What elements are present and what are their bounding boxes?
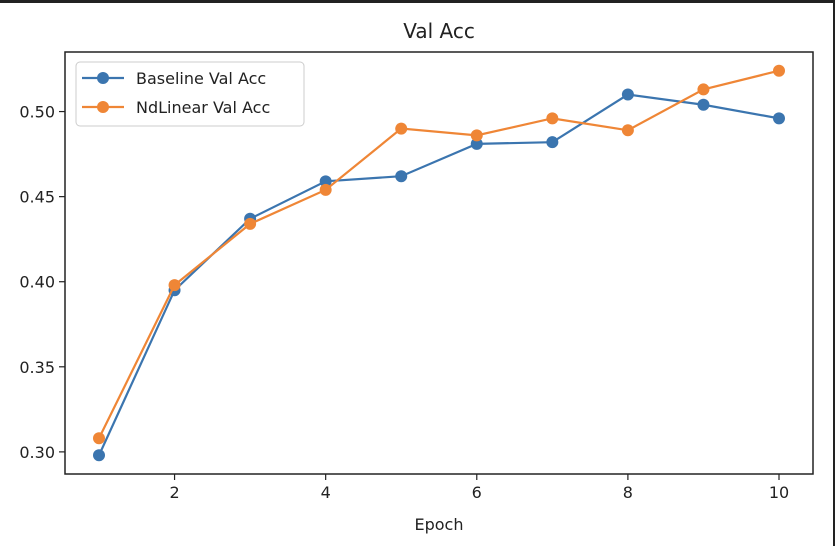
- data-point: [244, 217, 257, 230]
- data-point: [319, 183, 332, 196]
- data-point: [621, 88, 634, 101]
- data-point: [621, 124, 634, 137]
- y-tick-label: 0.30: [19, 443, 55, 462]
- x-tick-label: 2: [169, 483, 179, 502]
- series-baseline: [93, 88, 785, 462]
- series-line: [97, 93, 780, 456]
- data-point: [93, 432, 105, 445]
- x-axis-label: Epoch: [415, 515, 464, 534]
- series-ndlinear: [93, 64, 785, 445]
- legend-marker-ndlinear: [97, 101, 109, 113]
- x-tick-label: 4: [321, 483, 331, 502]
- data-point: [546, 136, 559, 149]
- x-tick-label: 8: [623, 483, 633, 502]
- y-tick-label: 0.45: [19, 188, 55, 207]
- data-point: [546, 112, 559, 125]
- x-tick-label: 10: [769, 483, 789, 502]
- plot-area-frame: [64, 51, 814, 475]
- x-tick-label: 6: [472, 483, 482, 502]
- data-point: [395, 170, 408, 183]
- legend-marker-baseline: [97, 72, 109, 84]
- data-point: [697, 98, 710, 111]
- data-point: [168, 279, 181, 292]
- data-point: [93, 449, 105, 462]
- series-line: [98, 69, 780, 439]
- data-point: [697, 83, 710, 96]
- legend-label-ndlinear: NdLinear Val Acc: [136, 98, 270, 117]
- legend-box: [75, 61, 305, 127]
- y-tick-label: 0.35: [19, 358, 55, 377]
- legend: Baseline Val Acc NdLinear Val Acc: [75, 61, 305, 127]
- data-point: [395, 122, 408, 135]
- y-tick-label: 0.50: [19, 103, 55, 122]
- data-point: [470, 129, 483, 142]
- chart-title: Val Acc: [403, 19, 475, 43]
- y-tick-label: 0.40: [19, 273, 55, 292]
- data-point: [773, 64, 785, 77]
- data-point: [773, 112, 785, 125]
- data-point: [470, 137, 483, 150]
- data-point: [319, 175, 332, 188]
- legend-label-baseline: Baseline Val Acc: [136, 69, 266, 88]
